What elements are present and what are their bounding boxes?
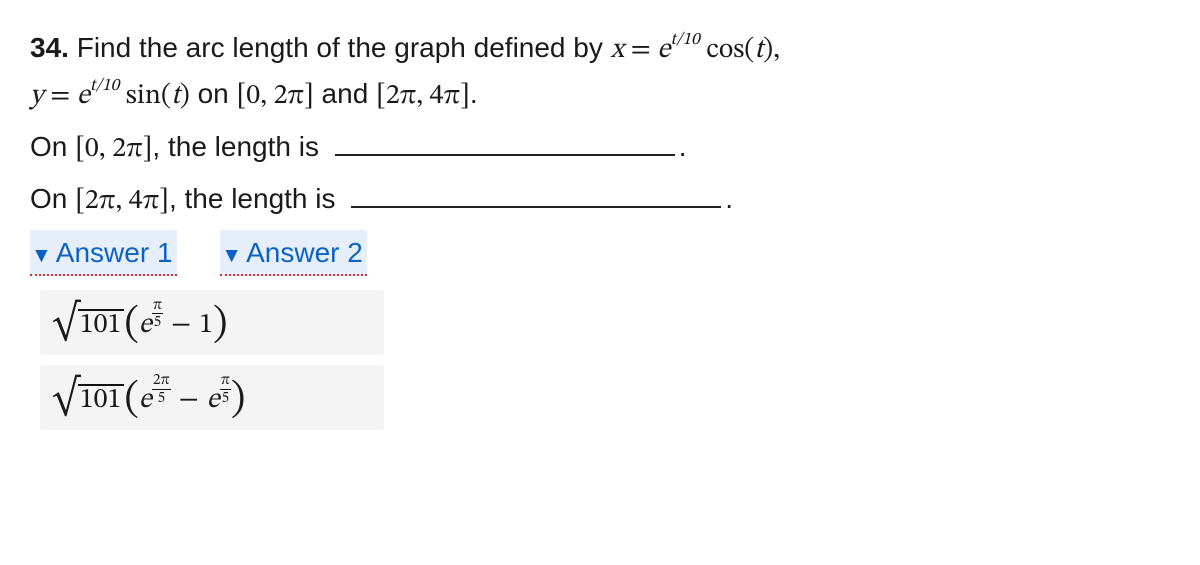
close-paren: ) [213, 304, 228, 345]
interval-2: [2π, 4π] [376, 82, 470, 110]
radicand-1: 101 [78, 309, 125, 339]
p1-a: On [30, 131, 75, 162]
period: . [470, 78, 478, 109]
problem-number: 34. [30, 32, 69, 63]
problem-statement: 34. Find the arc length of the graph def… [30, 26, 1170, 119]
prompt-line-2: On [2π, 4π], the length is . [30, 177, 1170, 223]
one: 1 [199, 311, 213, 339]
p2-interval: [2π, 4π] [75, 187, 169, 215]
p1-end: . [679, 131, 687, 162]
cos-arg: t [754, 36, 763, 64]
exp-fraction: 2π5 [152, 373, 171, 406]
cos: cos( [700, 36, 755, 64]
answer-1-toggle[interactable]: ▼Answer 1 [30, 230, 177, 276]
answer-2-value: √101 (e2π5−eπ5) [40, 365, 384, 430]
sin-arg: t [171, 82, 180, 110]
blank-2[interactable] [351, 184, 721, 208]
answer-2-toggle[interactable]: ▼Answer 2 [220, 230, 367, 276]
sin: sin( [119, 82, 171, 110]
e-base-y: e [77, 82, 90, 110]
answers-block: √101 (eπ5−1) √101 (e2π5−eπ5) [30, 290, 1170, 440]
equals-2: = [44, 82, 77, 110]
open-paren: ( [124, 304, 139, 345]
exp-x: t/10 [670, 32, 699, 49]
minus-sign: − [171, 386, 207, 414]
answer-links-row: ▼Answer 1 ▼Answer 2 [30, 230, 1170, 276]
e-base: e [139, 311, 152, 339]
sin-close: ) [180, 82, 190, 110]
equals-1: = [624, 36, 657, 64]
answer-1-value: √101 (eπ5−1) [40, 290, 384, 355]
minus-sign: − [163, 311, 199, 339]
p1-b: , the length is [152, 131, 326, 162]
open-paren: ( [124, 379, 139, 420]
e-base: e [139, 386, 152, 414]
exp-fraction: π5 [152, 298, 163, 331]
exp-y: t/10 [90, 78, 119, 95]
x-var: x [611, 36, 624, 64]
p2-a: On [30, 183, 75, 214]
e-base-x: e [657, 36, 670, 64]
interval-1: [0, 2π] [237, 82, 314, 110]
and-text: and [314, 78, 376, 109]
problem-intro: Find the arc length of the graph defined… [77, 32, 611, 63]
sqrt-icon: √101 [52, 384, 124, 414]
p1-interval: [0, 2π] [75, 135, 152, 163]
sqrt-icon: √101 [52, 309, 124, 339]
prompt-line-1: On [0, 2π], the length is . [30, 125, 1170, 171]
p2-b: , the length is [169, 183, 343, 214]
answer-2-label: Answer 2 [246, 237, 363, 268]
chevron-down-icon: ▼ [31, 244, 52, 267]
y-var: y [30, 82, 44, 110]
close-paren: ) [231, 379, 246, 420]
blank-1[interactable] [335, 131, 675, 155]
chevron-down-icon: ▼ [221, 244, 242, 267]
p2-end: . [725, 183, 733, 214]
on-text: on [190, 78, 237, 109]
answer-1-label: Answer 1 [56, 237, 173, 268]
exp-fraction: π5 [220, 373, 231, 406]
e-base: e [207, 386, 220, 414]
cos-close: ), [763, 36, 780, 64]
radicand-2: 101 [78, 384, 125, 414]
